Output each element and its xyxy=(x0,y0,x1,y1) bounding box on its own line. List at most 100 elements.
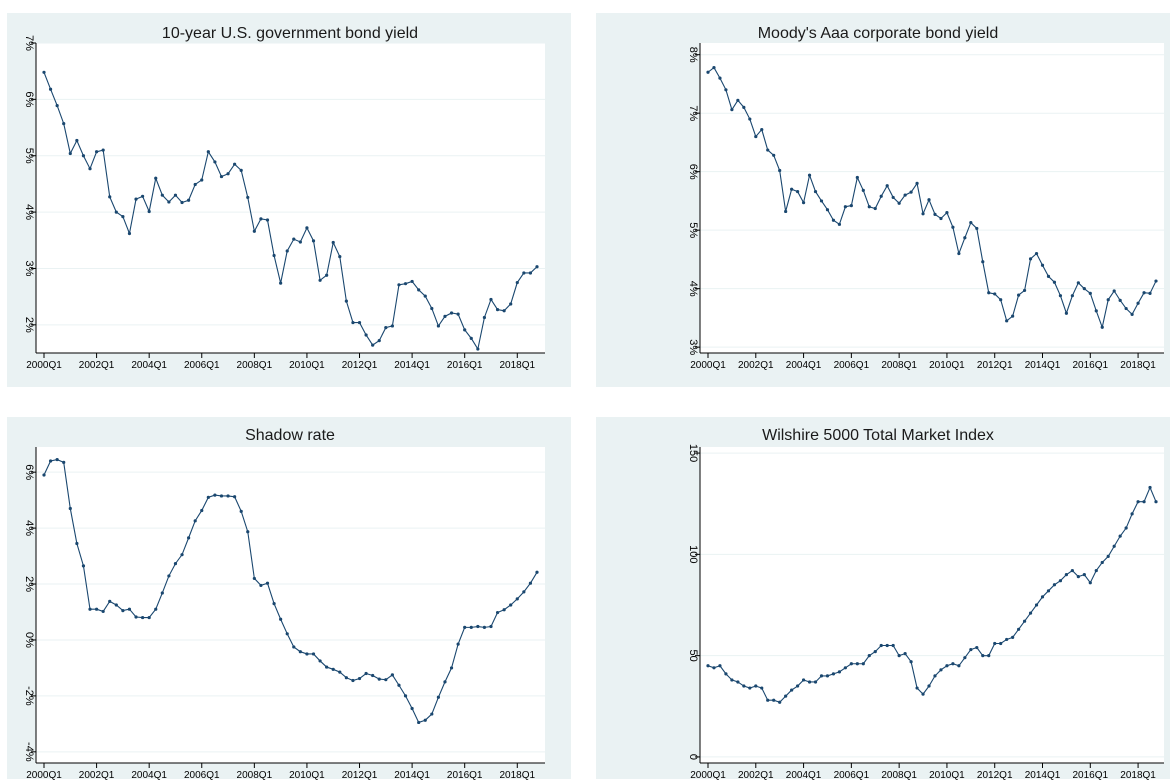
x-tick-label: 2014Q1 xyxy=(1025,360,1061,371)
data-point xyxy=(1088,291,1092,295)
x-tick-label: 2010Q1 xyxy=(289,770,325,781)
data-point xyxy=(730,678,734,682)
data-point xyxy=(921,212,925,216)
y-tick-label: 7% xyxy=(687,105,699,121)
y-tick-label: -4% xyxy=(23,742,35,762)
data-point xyxy=(331,240,335,245)
data-point xyxy=(957,251,961,256)
data-point xyxy=(1106,298,1110,302)
data-point xyxy=(272,602,276,606)
data-point xyxy=(265,581,270,585)
x-tick-label: 2014Q1 xyxy=(394,770,430,781)
data-point xyxy=(1136,500,1140,504)
x-tick-label: 2018Q1 xyxy=(499,360,535,371)
data-point xyxy=(837,222,842,226)
data-point xyxy=(1040,595,1045,599)
data-point xyxy=(101,148,105,152)
data-point xyxy=(121,215,125,219)
data-point xyxy=(495,610,500,615)
data-point xyxy=(509,603,513,607)
data-point xyxy=(1112,289,1116,293)
plot-area xyxy=(700,447,1164,763)
data-point xyxy=(951,225,955,229)
data-point xyxy=(187,198,191,202)
data-point xyxy=(766,698,770,702)
data-point xyxy=(1076,281,1080,285)
data-point xyxy=(843,666,847,670)
data-point xyxy=(1064,311,1068,315)
data-point xyxy=(1040,263,1045,267)
data-point xyxy=(226,172,230,176)
data-point xyxy=(357,676,362,681)
data-point xyxy=(819,674,824,678)
data-point xyxy=(167,200,171,204)
data-point xyxy=(42,70,46,74)
data-point xyxy=(766,148,770,152)
data-point xyxy=(981,260,985,264)
data-point xyxy=(813,189,818,194)
y-tick-label: -2% xyxy=(23,686,35,706)
data-point xyxy=(48,459,53,463)
data-point xyxy=(285,249,289,253)
data-point xyxy=(1106,554,1110,558)
data-point xyxy=(449,666,454,670)
data-point xyxy=(796,189,800,194)
x-tick-label: 2016Q1 xyxy=(1072,770,1108,781)
data-point xyxy=(999,641,1003,646)
data-point xyxy=(927,684,931,688)
data-point xyxy=(298,650,302,654)
data-point xyxy=(68,506,72,511)
data-point xyxy=(831,218,836,222)
data-point xyxy=(522,271,526,275)
data-point xyxy=(1094,309,1098,313)
data-point xyxy=(502,309,506,313)
data-point xyxy=(417,288,421,292)
data-point xyxy=(736,680,740,684)
data-point xyxy=(897,654,901,658)
data-point xyxy=(957,664,961,668)
x-tick-label: 2002Q1 xyxy=(738,360,774,371)
data-point xyxy=(1112,544,1116,548)
data-point xyxy=(410,279,414,284)
data-point xyxy=(239,168,243,172)
data-point xyxy=(1052,280,1057,284)
data-point xyxy=(121,608,125,613)
x-tick-label: 2002Q1 xyxy=(79,770,115,781)
data-point xyxy=(55,103,59,108)
data-point xyxy=(993,641,997,646)
data-point xyxy=(259,217,263,221)
data-point xyxy=(364,333,368,337)
x-tick-label: 2000Q1 xyxy=(26,360,62,371)
data-point xyxy=(951,662,955,666)
data-point xyxy=(357,320,362,325)
x-tick-label: 2000Q1 xyxy=(690,770,726,781)
data-point xyxy=(384,678,388,682)
data-point xyxy=(963,236,967,240)
data-point xyxy=(706,664,710,668)
data-point xyxy=(160,591,164,595)
data-point xyxy=(1022,288,1027,293)
data-point xyxy=(1046,589,1051,593)
data-point xyxy=(127,607,132,611)
data-point xyxy=(193,182,197,187)
data-point xyxy=(1100,325,1104,329)
x-tick-label: 2008Q1 xyxy=(881,360,917,371)
data-point xyxy=(410,706,414,711)
data-point xyxy=(712,65,716,70)
data-point xyxy=(305,226,309,230)
data-point xyxy=(778,168,782,173)
data-point xyxy=(1124,526,1128,530)
data-point xyxy=(1017,293,1021,297)
data-point xyxy=(1011,635,1015,640)
data-point xyxy=(384,326,388,330)
series-line xyxy=(43,72,538,351)
data-point xyxy=(456,312,460,316)
data-point xyxy=(909,660,913,664)
data-point xyxy=(42,473,46,477)
data-point xyxy=(801,201,806,205)
data-point xyxy=(246,195,250,200)
y-tick-label: 5% xyxy=(23,148,35,164)
data-point xyxy=(825,208,830,212)
data-point xyxy=(748,117,752,121)
